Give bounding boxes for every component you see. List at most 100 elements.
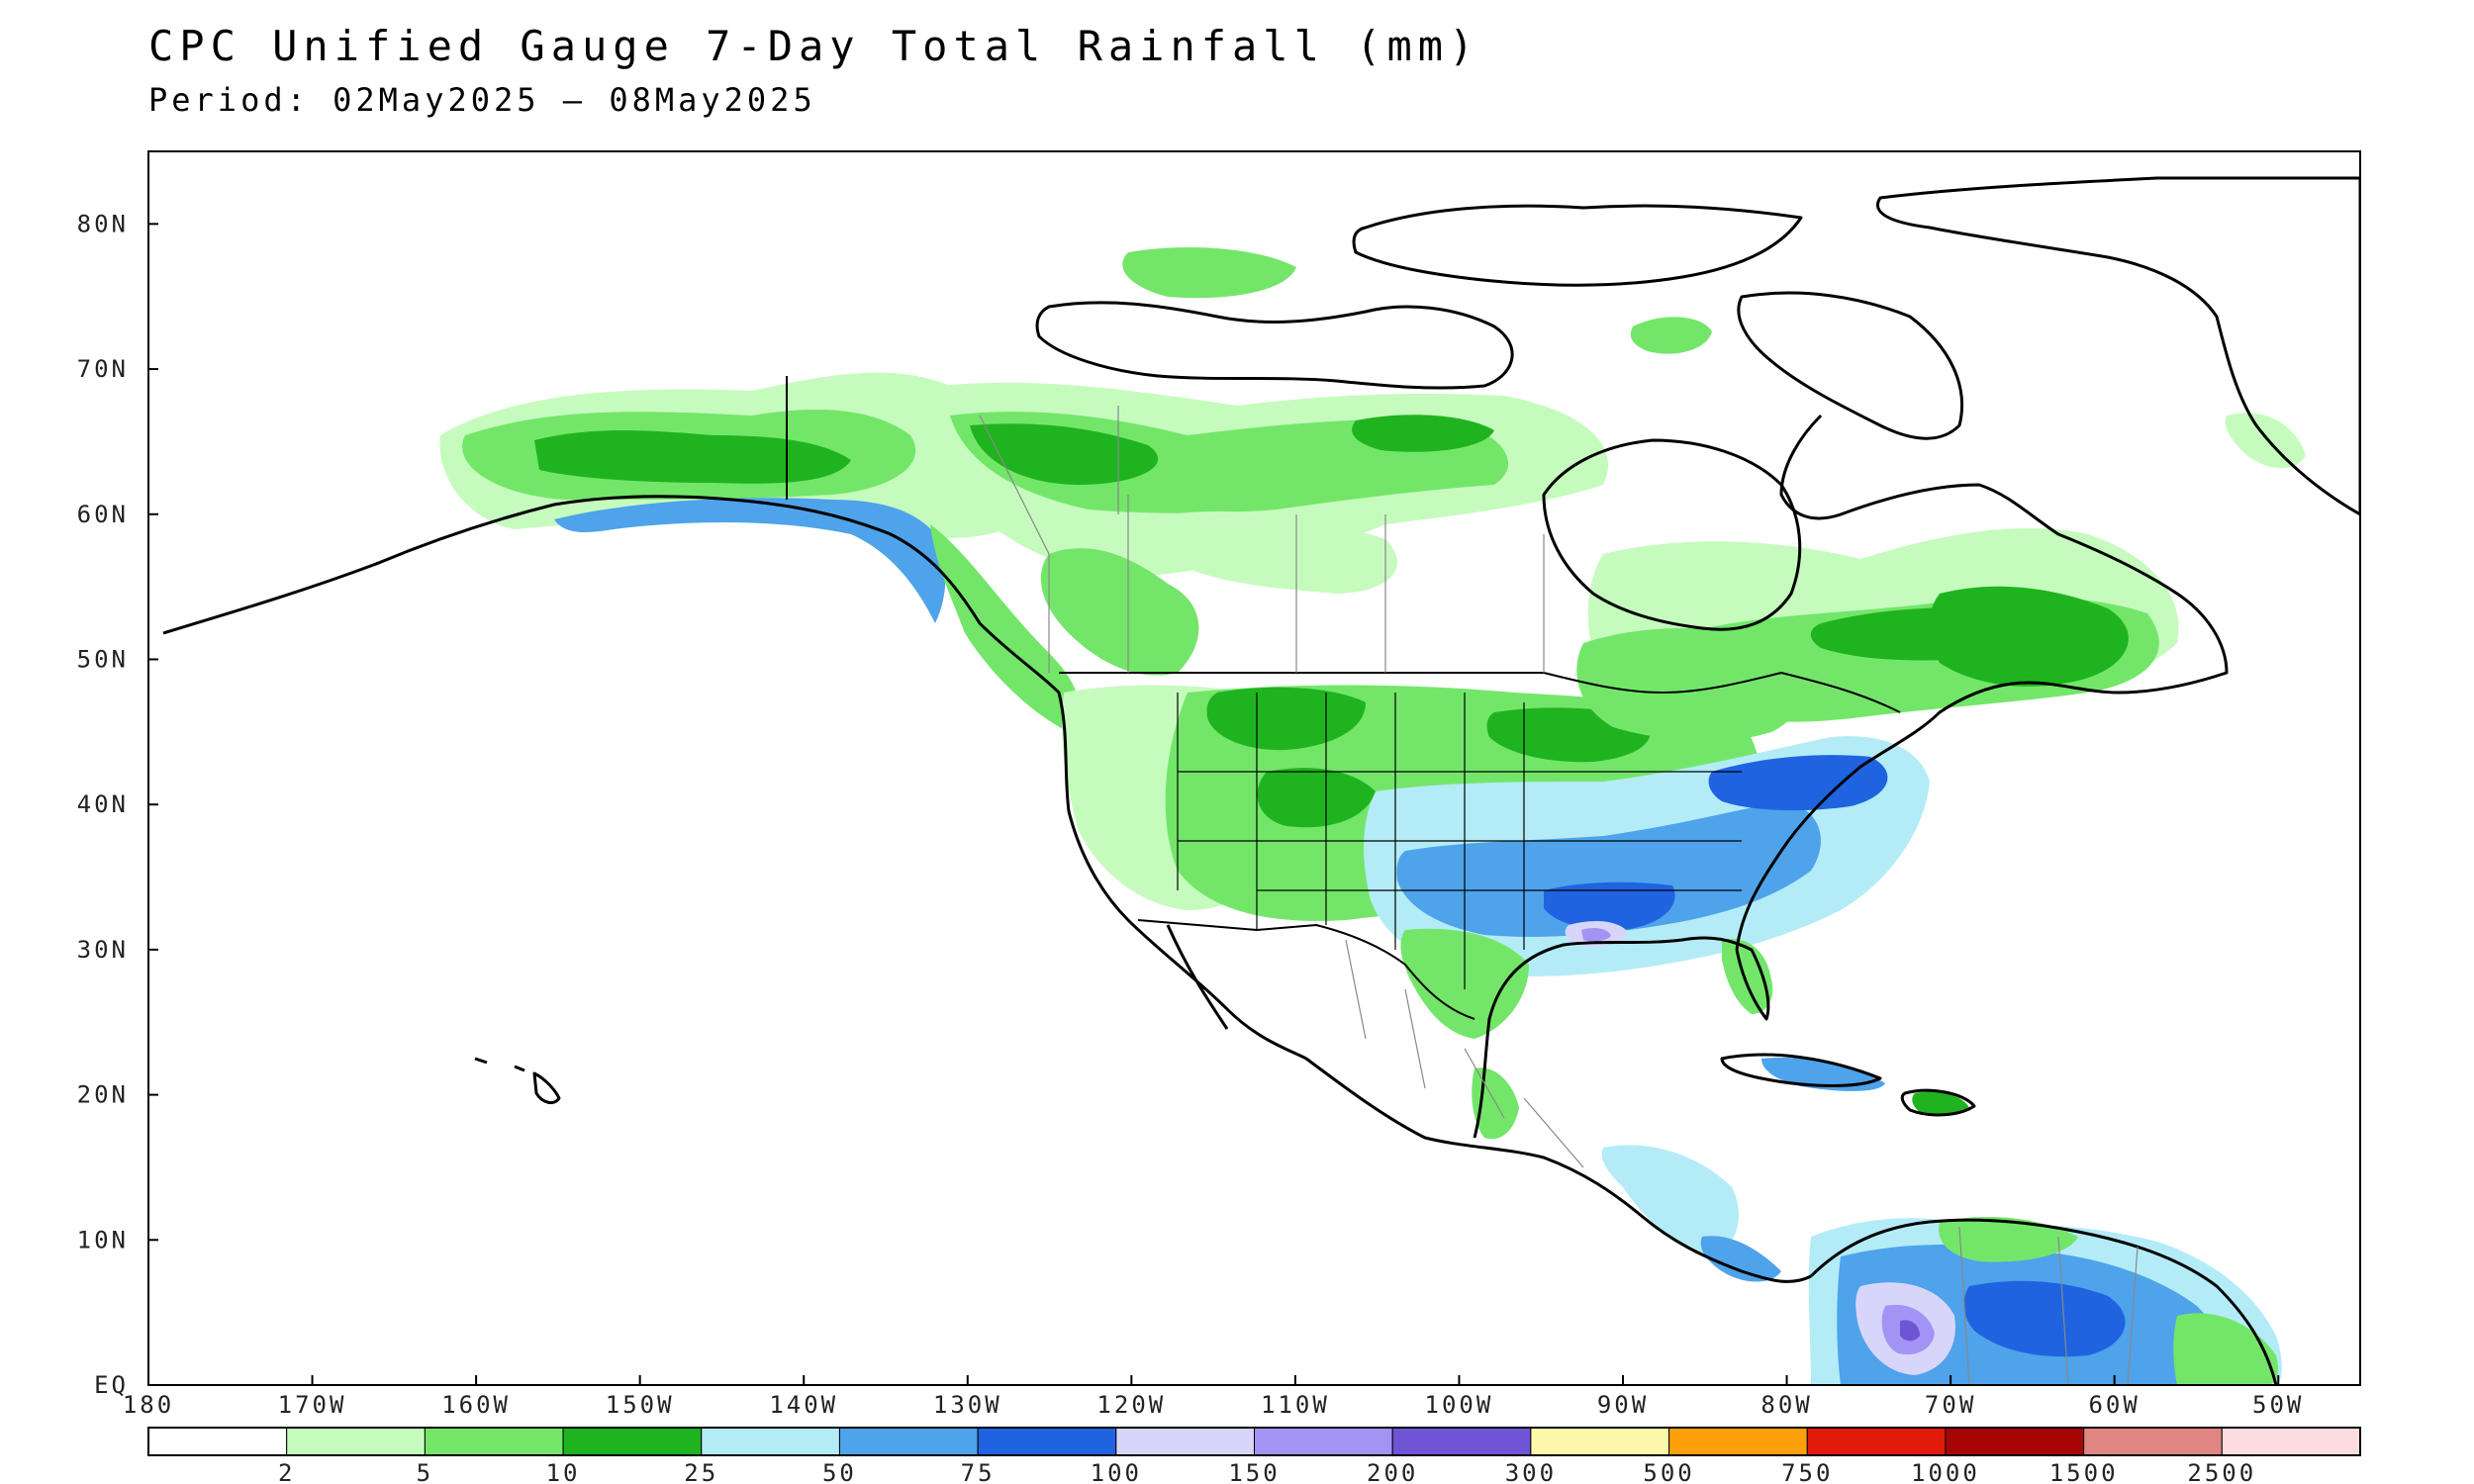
coast-north-america-west xyxy=(162,495,1812,1283)
legend-swatch xyxy=(701,1427,840,1456)
province-borders xyxy=(979,406,2139,1385)
legend-label: 10 xyxy=(546,1459,581,1484)
lon-label: 140W xyxy=(769,1391,838,1419)
rain-area-sa-dark-blue xyxy=(1963,1280,2126,1357)
color-legend: 2 5 10 25 50 75 100 150 200 300 500 750 1000 1500 2500 xyxy=(147,1427,2361,1484)
border-us-canada xyxy=(1059,671,1901,713)
rain-area-panama xyxy=(1700,1236,1781,1282)
legend-swatch xyxy=(424,1427,564,1456)
latitude-axis: 80N 70N 60N 50N 40N 30N 20N 10N EQ xyxy=(77,210,158,1399)
legend-swatch xyxy=(2221,1427,2361,1456)
lat-label: 80N xyxy=(77,210,129,237)
legend-swatch xyxy=(977,1427,1117,1456)
legend-label: 1000 xyxy=(1911,1459,1980,1484)
legend-swatch xyxy=(1806,1427,1947,1456)
legend-label: 25 xyxy=(684,1459,718,1484)
border-mexico-states xyxy=(1345,939,1584,1168)
period-subtitle: Period: 02May2025 – 08May2025 xyxy=(148,81,816,119)
rain-area-southeast-dark-blue xyxy=(1544,881,1675,931)
legend-label: 200 xyxy=(1367,1459,1418,1484)
legend-label: 50 xyxy=(822,1459,857,1484)
rain-area-gulf-purple xyxy=(1581,928,1611,942)
rain-area-sa-dark-purple xyxy=(1900,1320,1920,1342)
lon-label: 110W xyxy=(1261,1391,1330,1419)
legend-label: 1500 xyxy=(2049,1459,2119,1484)
lon-label: 50W xyxy=(2252,1391,2304,1419)
coast-hudson-bay xyxy=(1542,438,1802,631)
rainfall-shading xyxy=(439,247,2306,1385)
coast-south-america xyxy=(1809,1218,2278,1385)
legend-swatch xyxy=(286,1427,426,1456)
lon-label: 100W xyxy=(1425,1391,1494,1419)
legend-swatch xyxy=(1668,1427,1808,1456)
rain-area-northeast-dark-blue xyxy=(1708,755,1888,811)
lon-label: 150W xyxy=(606,1391,675,1419)
rain-area-greenland-sw xyxy=(2225,413,2306,469)
rain-area-ellesmere xyxy=(1630,317,1712,354)
rain-area-alaska-dark xyxy=(534,430,851,484)
border-us-states xyxy=(1177,693,1742,989)
legend-swatch xyxy=(1945,1427,2085,1456)
legend-swatch xyxy=(147,1427,288,1456)
lat-label: 20N xyxy=(77,1081,129,1109)
rain-area-arctic-islands xyxy=(1122,247,1296,299)
rain-area-southeast-blue xyxy=(1396,801,1821,937)
rain-area-panhandle-green xyxy=(930,524,1080,732)
lon-label: 180 xyxy=(123,1391,174,1419)
lat-label: 30N xyxy=(77,936,129,964)
legend-swatch xyxy=(2083,1427,2223,1456)
rain-area-hudson-dark xyxy=(1352,415,1494,452)
coast-arctic-islands xyxy=(1035,301,1514,390)
legend-label: 300 xyxy=(1505,1459,1557,1484)
legend-swatch xyxy=(1391,1427,1532,1456)
lon-label: 160W xyxy=(441,1391,511,1419)
rain-area-us-central-dark-2 xyxy=(1257,768,1376,828)
lon-label: 80W xyxy=(1760,1391,1812,1419)
coast-hispaniola xyxy=(1900,1088,1976,1117)
legend-label: 100 xyxy=(1091,1459,1142,1484)
legend-label: 2 xyxy=(278,1459,295,1484)
legend-swatch xyxy=(562,1427,703,1456)
lon-label: 130W xyxy=(933,1391,1002,1419)
legend-label: 2500 xyxy=(2187,1459,2256,1484)
lon-label: 70W xyxy=(1925,1391,1976,1419)
rain-area-panhandle xyxy=(554,498,946,623)
rain-area-canada-north-dark xyxy=(970,423,1159,485)
coast-hawaii xyxy=(474,1057,561,1105)
coast-ellesmere xyxy=(1352,204,1803,287)
coast-baffin xyxy=(1737,291,1964,440)
rain-area-prairies xyxy=(1040,548,1199,676)
legend-swatch xyxy=(1115,1427,1255,1456)
lon-label: 60W xyxy=(2088,1391,2140,1419)
legend-label: 500 xyxy=(1643,1459,1694,1484)
longitude-axis: 180 170W 160W 150W 140W 130W 120W 110W 100W 90W 80… xyxy=(123,1375,2304,1419)
rain-area-great-lakes xyxy=(1576,628,1807,742)
coastlines xyxy=(162,176,2360,1385)
lat-label: 50N xyxy=(77,645,129,673)
lat-label: EQ xyxy=(94,1371,129,1399)
coast-greenland xyxy=(1876,176,2360,516)
border-canada-provinces xyxy=(979,406,1545,673)
rain-area-maritimes xyxy=(1928,586,2129,687)
rain-area-hispaniola xyxy=(1912,1091,1969,1117)
legend-label: 750 xyxy=(1781,1459,1833,1484)
legend-swatch xyxy=(1530,1427,1670,1456)
map-title: CPC Unified Gauge 7-Day Total Rainfall (… xyxy=(148,22,1480,70)
border-us-mexico xyxy=(1137,919,1475,1020)
border-south-america xyxy=(1958,1226,2139,1385)
lon-label: 120W xyxy=(1096,1391,1166,1419)
legend-label: 150 xyxy=(1228,1459,1280,1484)
legend-swatch xyxy=(838,1427,979,1456)
map-frame xyxy=(147,150,2361,1386)
legend-label: 75 xyxy=(961,1459,996,1484)
coast-north-america-east xyxy=(1473,414,2229,1139)
legend-frame xyxy=(147,1427,2361,1456)
rain-area-sa-green-north xyxy=(1939,1217,2078,1262)
rain-area-florida xyxy=(1722,939,1773,1014)
borders xyxy=(786,376,1901,1020)
lat-label: 40N xyxy=(77,790,129,818)
lon-label: 90W xyxy=(1597,1391,1649,1419)
coast-cuba xyxy=(1720,1053,1882,1087)
lat-label: 10N xyxy=(77,1226,129,1253)
lon-label: 170W xyxy=(278,1391,347,1419)
